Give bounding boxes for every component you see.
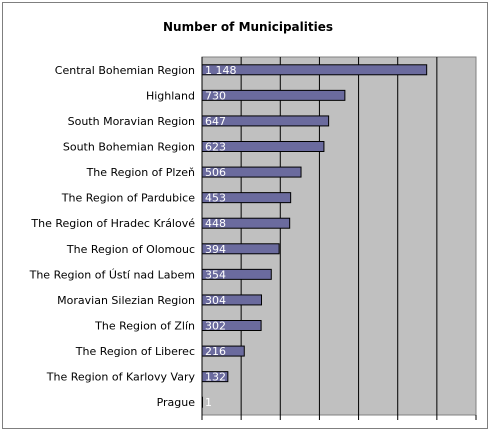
- value-label: 623: [205, 141, 226, 154]
- value-label: 448: [205, 217, 226, 230]
- category-label: South Moravian Region: [68, 115, 195, 128]
- value-label: 453: [205, 192, 226, 205]
- value-label: 394: [205, 243, 226, 256]
- category-label: Central Bohemian Region: [55, 64, 195, 77]
- value-label: 302: [205, 320, 226, 333]
- plot-area: [201, 56, 477, 416]
- category-label: The Region of Karlovy Vary: [46, 371, 196, 384]
- value-label: 1 148: [205, 64, 237, 77]
- value-label: 354: [205, 268, 226, 281]
- category-label: Highland: [146, 89, 195, 102]
- value-labels: 1 148 730 647 623 506 453 448 394 354 304 302 216 13…: [205, 64, 237, 409]
- chart-frame: Number of Municipalities Central Bohemia…: [2, 2, 488, 429]
- category-label: The Region of Liberec: [75, 345, 195, 358]
- bars: [201, 64, 428, 408]
- axis-ticks: [201, 57, 477, 420]
- category-label: The Region of Olomouc: [66, 243, 195, 256]
- category-label: The Region of Zlín: [94, 320, 195, 333]
- value-label: 132: [205, 371, 226, 384]
- category-label: Moravian Silezian Region: [57, 294, 195, 307]
- value-label: 1: [205, 396, 212, 409]
- chart-title: Number of Municipalities: [163, 20, 333, 34]
- value-label: 216: [205, 345, 226, 358]
- category-label: The Region of Hradec Králové: [30, 217, 195, 230]
- value-label: 304: [205, 294, 226, 307]
- category-label: South Bohemian Region: [63, 141, 195, 154]
- category-label: The Region of Ústí nad Labem: [29, 268, 195, 281]
- bar-chart: Number of Municipalities Central Bohemia…: [29, 20, 477, 420]
- category-label: Prague: [157, 396, 196, 409]
- value-label: 506: [205, 166, 226, 179]
- value-label: 647: [205, 115, 226, 128]
- category-label: The Region of Plzeň: [86, 166, 195, 179]
- value-label: 730: [205, 89, 226, 102]
- category-labels: Central Bohemian Region Highland South Mor…: [29, 64, 196, 409]
- category-label: The Region of Pardubice: [61, 192, 195, 205]
